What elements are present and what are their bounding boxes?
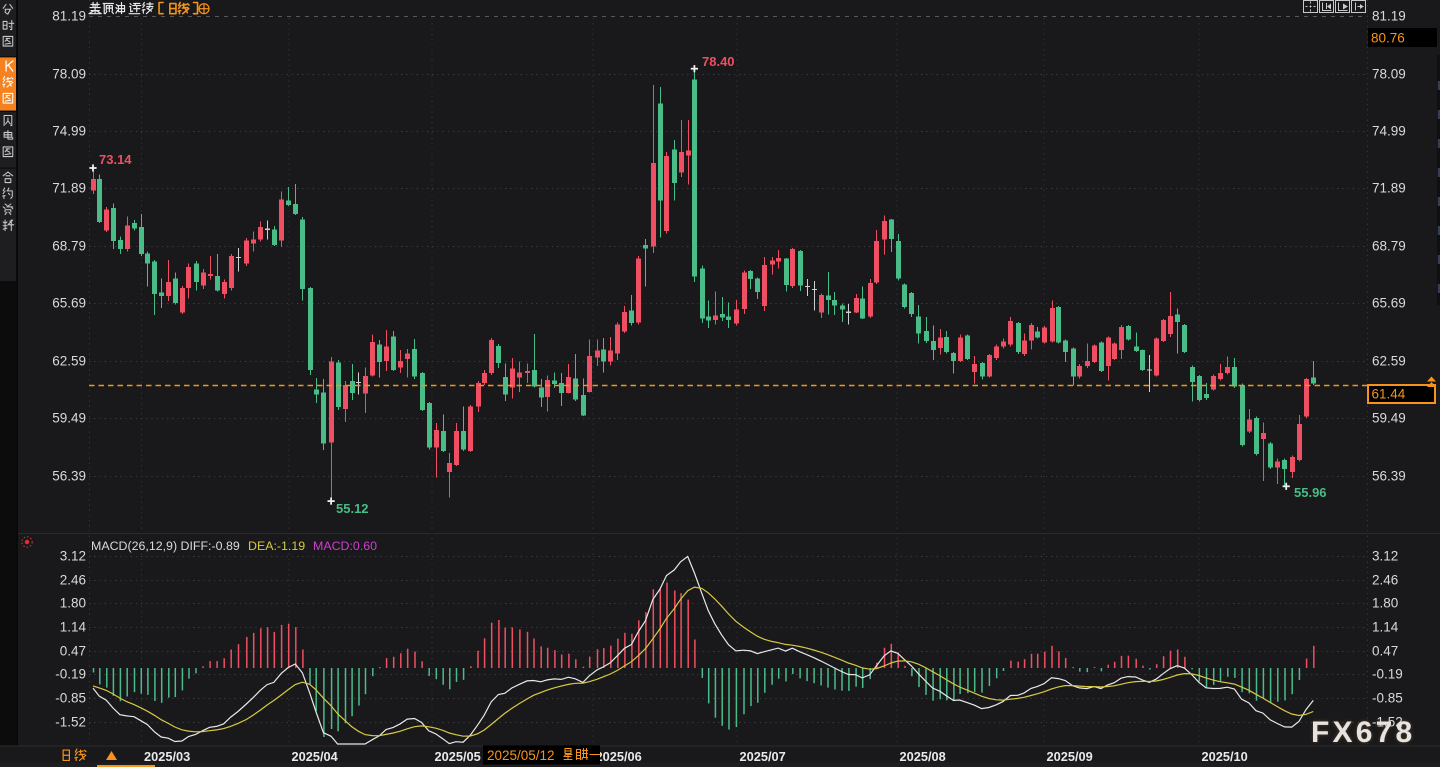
svg-text:FX678: FX678 <box>1311 716 1415 749</box>
svg-text:MACD:0.60: MACD:0.60 <box>313 539 377 553</box>
svg-text:2025/08: 2025/08 <box>900 749 946 764</box>
svg-text:2025/09: 2025/09 <box>1047 749 1093 764</box>
svg-text:1.14: 1.14 <box>60 620 87 635</box>
svg-text:81.19: 81.19 <box>52 9 86 24</box>
svg-text:1.14: 1.14 <box>1372 620 1399 635</box>
svg-text:-0.85: -0.85 <box>1372 691 1403 706</box>
svg-text:74.99: 74.99 <box>52 124 86 139</box>
svg-text:2025/06: 2025/06 <box>596 749 642 764</box>
svg-text:2025/10: 2025/10 <box>1202 749 1248 764</box>
svg-text:0.47: 0.47 <box>60 644 86 659</box>
svg-text:-0.85: -0.85 <box>55 691 86 706</box>
svg-text:2025/07: 2025/07 <box>740 749 786 764</box>
svg-text:65.69: 65.69 <box>52 296 86 311</box>
svg-text:81.19: 81.19 <box>1372 9 1406 24</box>
svg-text:-1.52: -1.52 <box>55 715 86 730</box>
svg-text:FX678: FX678 <box>1311 716 1415 749</box>
svg-text:56.39: 56.39 <box>52 469 86 484</box>
svg-text:2025/04: 2025/04 <box>292 749 339 764</box>
svg-text:3.12: 3.12 <box>60 549 86 564</box>
svg-text:59.49: 59.49 <box>52 411 86 426</box>
svg-text:71.89: 71.89 <box>1372 181 1406 196</box>
svg-text:DEA:-1.19: DEA:-1.19 <box>248 539 305 553</box>
svg-text:78.09: 78.09 <box>52 67 86 82</box>
svg-text:1.80: 1.80 <box>60 596 86 611</box>
svg-text:73.14: 73.14 <box>99 152 132 167</box>
svg-text:2025/05: 2025/05 <box>435 749 481 764</box>
svg-text:65.69: 65.69 <box>1372 296 1406 311</box>
svg-text:61.44: 61.44 <box>1372 387 1406 402</box>
svg-text:0.47: 0.47 <box>1372 644 1398 659</box>
svg-text:68.79: 68.79 <box>1372 239 1406 254</box>
svg-text:62.59: 62.59 <box>1372 354 1406 369</box>
svg-text:-0.19: -0.19 <box>1372 667 1403 682</box>
svg-text:MACD(26,12,9) DIFF:-0.89: MACD(26,12,9) DIFF:-0.89 <box>91 539 240 553</box>
svg-text:55.12: 55.12 <box>336 501 369 516</box>
svg-text:2025/03: 2025/03 <box>144 749 190 764</box>
svg-text:1.80: 1.80 <box>1372 596 1398 611</box>
svg-text:80.76: 80.76 <box>1371 31 1405 46</box>
svg-text:78.09: 78.09 <box>1372 67 1406 82</box>
svg-text:62.59: 62.59 <box>52 354 86 369</box>
svg-text:56.39: 56.39 <box>1372 469 1406 484</box>
svg-text:78.40: 78.40 <box>702 54 735 69</box>
svg-text:-0.19: -0.19 <box>55 667 86 682</box>
svg-text:59.49: 59.49 <box>1372 411 1406 426</box>
svg-text:3.12: 3.12 <box>1372 549 1398 564</box>
svg-text:2.46: 2.46 <box>60 573 86 588</box>
svg-text:-1.52: -1.52 <box>1372 715 1403 730</box>
svg-text:68.79: 68.79 <box>52 239 86 254</box>
svg-text:74.99: 74.99 <box>1372 124 1406 139</box>
svg-text:2.46: 2.46 <box>1372 573 1398 588</box>
svg-text:71.89: 71.89 <box>52 181 86 196</box>
svg-text:55.96: 55.96 <box>1294 485 1327 500</box>
svg-text:2025/05/12: 2025/05/12 <box>487 748 555 763</box>
